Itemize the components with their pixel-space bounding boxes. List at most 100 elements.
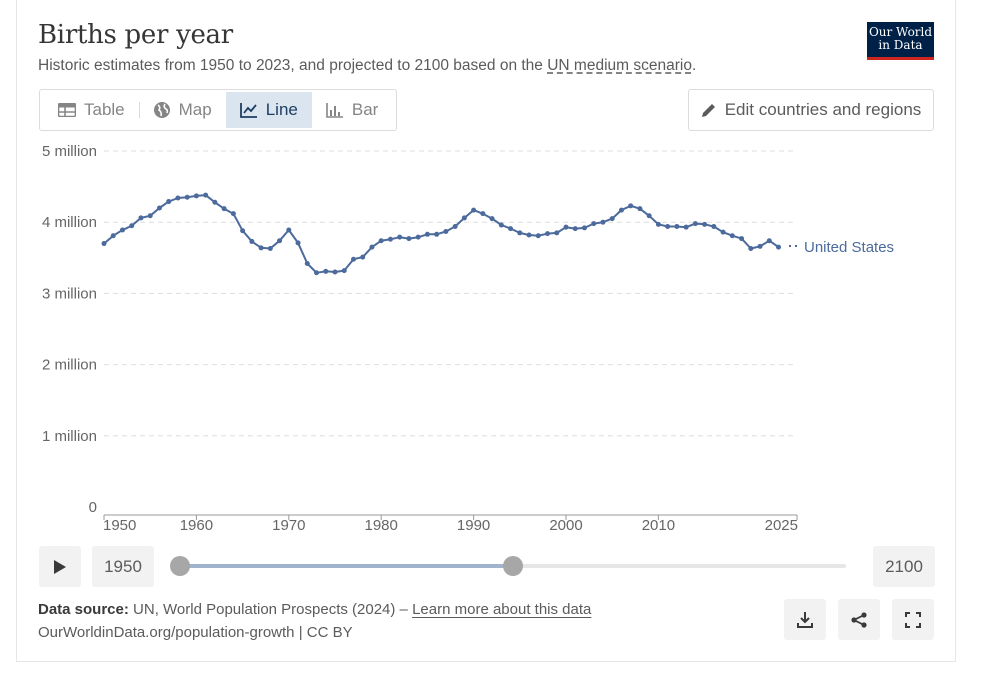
series-label: United States [804,239,894,256]
data-point [360,254,366,260]
tab-map-label: Map [178,100,212,119]
data-point [415,234,421,240]
data-point [175,195,181,201]
data-point [692,221,698,227]
data-point [572,226,578,232]
data-point [119,227,125,233]
data-point [230,211,236,217]
data-point [378,238,384,244]
subtitle-text: Historic estimates from 1950 to 2023, an… [38,57,548,74]
data-point [581,225,587,231]
tab-table[interactable]: Table [44,92,139,128]
tab-map[interactable]: Map [138,92,226,128]
data-point [249,238,255,244]
data-point [526,232,532,238]
timeline-start-handle[interactable] [170,556,190,576]
data-point [702,221,708,227]
data-source: Data source: UN, World Population Prospe… [38,601,591,618]
timeline-end-handle[interactable] [503,556,523,576]
data-point [304,260,310,266]
data-source-text: UN, World Population Prospects (2024) – [128,601,413,618]
data-point [147,213,153,219]
data-point [766,238,772,244]
data-point [193,193,199,199]
data-point [166,199,172,205]
data-point [323,268,329,274]
y-tick-label: 5 million [42,143,97,160]
x-tick-label: 1990 [457,517,490,534]
share-button[interactable] [838,599,880,640]
data-point [406,236,412,242]
fullscreen-button[interactable] [892,599,934,640]
data-point [655,221,661,227]
data-point [471,207,477,213]
chart-subtitle: Historic estimates from 1950 to 2023, an… [38,57,696,75]
data-point [443,228,449,234]
edit-countries-label: Edit countries and regions [724,100,922,119]
data-point [314,270,320,276]
timeline-selected-range [180,564,513,568]
download-icon [797,611,813,628]
data-point [203,192,209,198]
data-point [554,230,560,236]
timeline-end-year[interactable]: 2100 [873,546,935,587]
data-point [489,216,495,222]
un-medium-scenario-link[interactable]: UN medium scenario [547,57,692,74]
data-point [138,215,144,221]
edit-countries-button[interactable]: Edit countries and regions [688,89,934,131]
data-point [221,206,227,212]
data-point [628,203,634,209]
data-point [277,238,283,244]
data-point [739,236,745,242]
data-point [776,244,782,250]
y-tick-label: 3 million [42,285,97,302]
pencil-icon [701,104,715,117]
data-point [545,231,551,237]
data-point [729,233,735,239]
data-point [748,246,754,252]
chart-card [16,0,956,662]
globe-icon [153,102,170,118]
download-button[interactable] [784,599,826,640]
y-tick-label: 0 [89,499,97,516]
x-tick-label: 2010 [642,517,675,534]
data-point [240,228,246,234]
x-tick-label: 1950 [103,517,136,534]
tab-line[interactable]: Line [225,92,312,128]
timeline-start-year[interactable]: 1950 [92,546,154,587]
data-point [424,231,430,237]
data-point [618,207,624,213]
table-icon [58,103,76,117]
owid-logo[interactable]: Our World in Data [867,22,934,60]
learn-more-link[interactable]: Learn more about this data [412,601,592,618]
subtitle-end: . [691,57,697,74]
x-tick-label: 2025 [765,517,798,534]
play-button[interactable] [39,546,81,587]
source-url[interactable]: OurWorldinData.org/population-growth | C… [38,624,353,641]
data-point [646,213,652,219]
data-point [563,224,569,230]
data-point [720,229,726,235]
logo-line-1: Our World [868,25,933,39]
data-point [350,256,356,262]
fullscreen-icon [905,611,921,628]
tab-bar[interactable]: Bar [312,92,392,128]
share-icon [851,611,867,628]
tab-bar-label: Bar [351,100,379,119]
data-point [674,223,680,229]
y-tick-label: 1 million [42,428,97,445]
data-point [683,224,689,230]
data-source-label: Data source: [38,601,129,618]
data-point [397,234,403,240]
data-point [295,240,301,246]
y-tick-label: 4 million [42,214,97,231]
data-point [498,222,504,228]
tab-table-label: Table [84,100,125,119]
chart-tabs: Table Map Line Bar [39,89,398,131]
data-point [286,227,292,233]
data-point [212,199,218,205]
data-point [258,245,264,251]
data-point [434,231,440,237]
tab-line-label: Line [265,100,298,119]
data-point [341,268,347,274]
